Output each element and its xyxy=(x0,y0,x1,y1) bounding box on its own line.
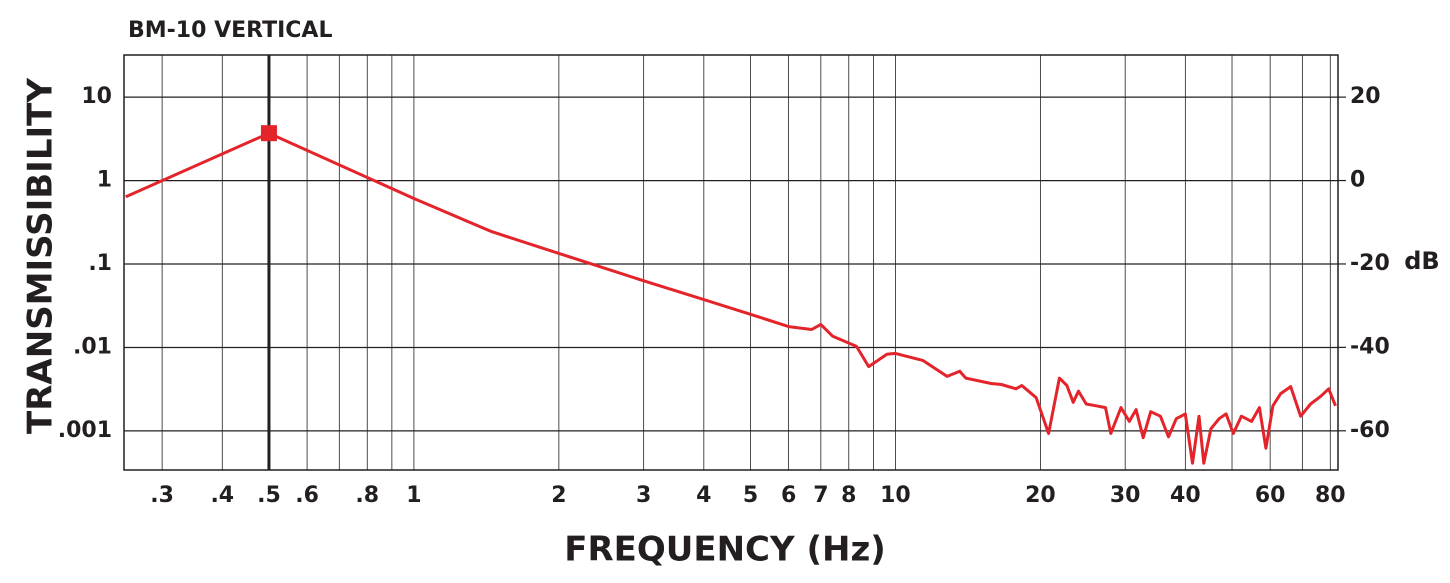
x-tick-label: 3 xyxy=(636,483,651,508)
x-tick-label: 8 xyxy=(841,483,856,508)
x-tick-label: .4 xyxy=(210,483,234,508)
x-tick-label: 5 xyxy=(743,483,758,508)
x-tick-label: .5 xyxy=(257,483,281,508)
plot-frame xyxy=(123,54,1339,471)
x-tick-label: 40 xyxy=(1170,483,1201,508)
x-tick-label: .6 xyxy=(295,483,319,508)
chart-title: BM-10 VERTICAL xyxy=(128,18,332,43)
x-tick-label: 30 xyxy=(1110,483,1141,508)
x-axis-label: FREQUENCY (Hz) xyxy=(564,530,886,570)
y2-tick-label: -20 xyxy=(1350,251,1390,276)
x-tick-label: 20 xyxy=(1025,483,1056,508)
y-tick-label: .01 xyxy=(73,334,112,359)
y2-tick-label: 20 xyxy=(1350,84,1381,109)
x-tick-label: 6 xyxy=(781,483,796,508)
y2-tick-label: -40 xyxy=(1350,334,1390,359)
y-tick-label: 1 xyxy=(97,168,112,193)
x-tick-label: .3 xyxy=(150,483,174,508)
y-tick-label: .001 xyxy=(58,418,112,443)
x-tick-label: .8 xyxy=(355,483,379,508)
y2-tick-label: -60 xyxy=(1350,418,1390,443)
x-tick-label: 4 xyxy=(696,483,711,508)
x-tick-label: 2 xyxy=(551,483,566,508)
x-tick-label: 80 xyxy=(1315,483,1346,508)
x-tick-label: 10 xyxy=(880,483,911,508)
data-line xyxy=(125,131,1337,465)
y-axis-label: TRANSMISSIBILITY xyxy=(21,78,61,434)
x-tick-label: 60 xyxy=(1255,483,1286,508)
y-tick-label: .1 xyxy=(88,251,112,276)
y2-tick-label: 0 xyxy=(1350,168,1365,193)
y2-axis-label: dB xyxy=(1404,247,1439,275)
peak-marker xyxy=(260,125,277,142)
x-tick-label: 7 xyxy=(813,483,828,508)
x-tick-label: 1 xyxy=(406,483,421,508)
y-tick-label: 10 xyxy=(81,84,112,109)
